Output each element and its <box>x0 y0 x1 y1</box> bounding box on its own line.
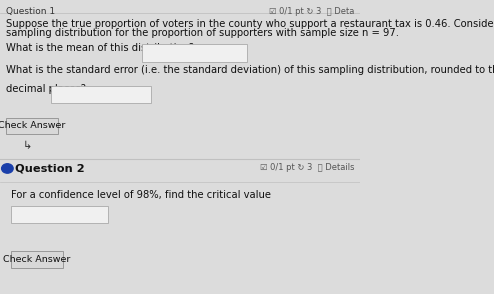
Text: decimal places?: decimal places? <box>5 84 85 94</box>
Text: ↳: ↳ <box>22 141 32 151</box>
FancyBboxPatch shape <box>50 86 151 103</box>
Text: Question 1: Question 1 <box>5 7 55 16</box>
FancyBboxPatch shape <box>142 44 247 62</box>
Text: ☑ 0/1 pt ↻ 3  ⓘ Deta: ☑ 0/1 pt ↻ 3 ⓘ Deta <box>269 7 355 16</box>
FancyBboxPatch shape <box>11 251 63 268</box>
Text: Suppose the true proportion of voters in the county who support a restaurant tax: Suppose the true proportion of voters in… <box>5 19 494 29</box>
FancyBboxPatch shape <box>5 118 58 134</box>
FancyBboxPatch shape <box>11 206 108 223</box>
Text: sampling distribution for the proportion of supporters with sample size n = 97.: sampling distribution for the proportion… <box>5 28 399 38</box>
Text: What is the mean of this distribution?: What is the mean of this distribution? <box>5 43 194 53</box>
Text: Check Answer: Check Answer <box>3 255 71 264</box>
Circle shape <box>1 164 13 173</box>
Text: ☑ 0/1 pt ↻ 3  ⓘ Details: ☑ 0/1 pt ↻ 3 ⓘ Details <box>260 163 355 172</box>
Text: Question 2: Question 2 <box>15 163 85 173</box>
Text: For a confidence level of 98%, find the critical value: For a confidence level of 98%, find the … <box>11 190 271 200</box>
Text: Check Answer: Check Answer <box>0 121 65 130</box>
Text: What is the standard error (i.e. the standard deviation) of this sampling distri: What is the standard error (i.e. the sta… <box>5 65 494 75</box>
